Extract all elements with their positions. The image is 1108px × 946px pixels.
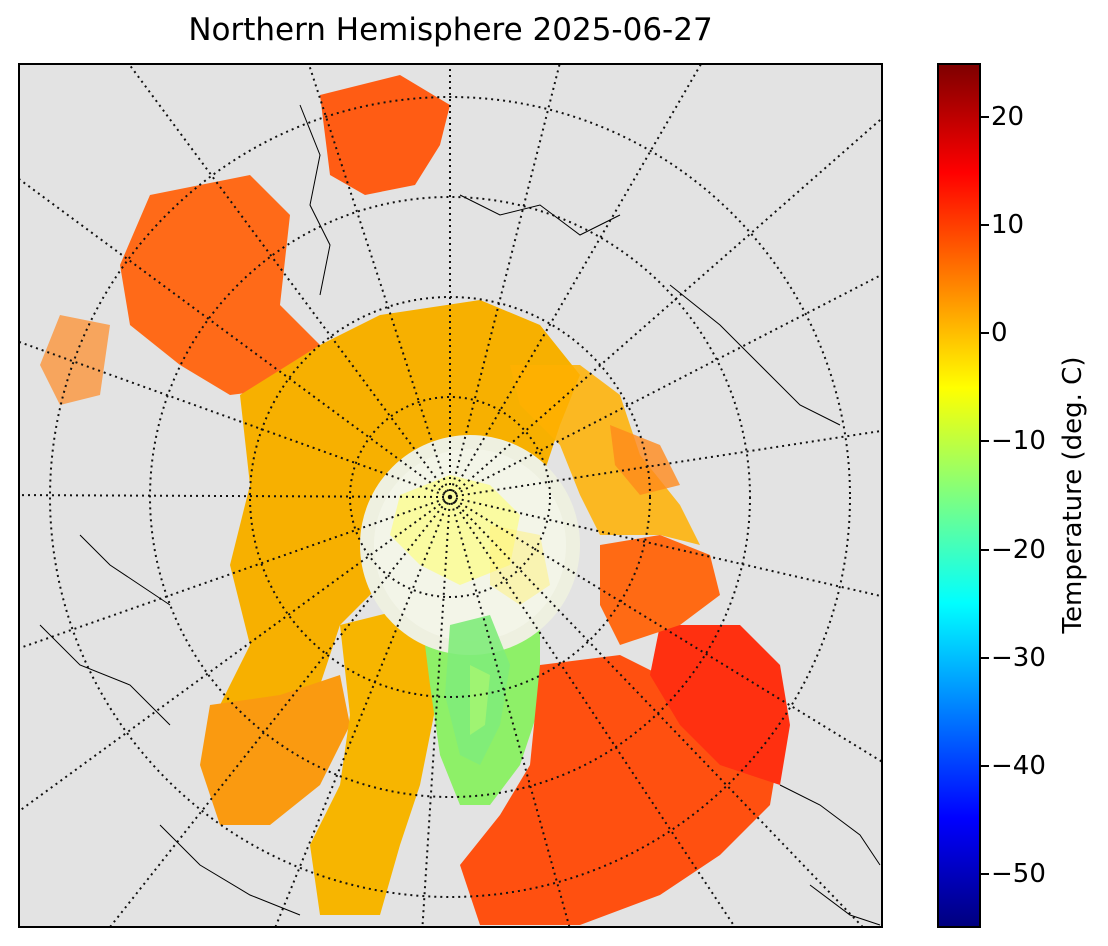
colorbar-tick-label: −10 <box>991 426 1046 457</box>
polar-map <box>20 65 881 926</box>
region-alaska <box>120 175 320 395</box>
colorbar-tick <box>981 872 989 875</box>
central-arctic <box>360 435 580 655</box>
colorbar-tick-label: −50 <box>991 858 1046 889</box>
map-title: Northern Hemisphere 2025-06-27 <box>188 12 713 48</box>
colorbar-label: Temperature (deg. C) <box>1058 356 1088 634</box>
colorbar-tick <box>981 440 989 443</box>
region-scandinavia <box>650 625 790 785</box>
colorbar-tick-label: −20 <box>991 534 1046 565</box>
region-chukotka <box>320 75 450 195</box>
colorbar-tick-label: −40 <box>991 750 1046 781</box>
colorbar-tick <box>981 116 989 119</box>
colorbar <box>937 63 981 928</box>
colorbar-tick <box>981 224 989 227</box>
colorbar-tick <box>981 332 989 335</box>
colorbar-gradient <box>939 65 979 926</box>
greenland-ice-sheet <box>445 615 510 765</box>
region-siberia <box>510 365 700 545</box>
coastlines <box>39 104 881 926</box>
colorbar-tick-label: 0 <box>991 318 1008 349</box>
region-hudson-bay <box>200 675 350 825</box>
graticule <box>20 65 881 926</box>
colorbar-tick <box>981 548 989 551</box>
colorbar-tick <box>981 656 989 659</box>
colorbar-tick-label: −30 <box>991 642 1046 673</box>
colorbar-tick-label: 10 <box>991 210 1025 241</box>
colorbar-tick-label: 20 <box>991 102 1025 133</box>
map-panel[interactable] <box>18 63 883 928</box>
colorbar-tick <box>981 764 989 767</box>
